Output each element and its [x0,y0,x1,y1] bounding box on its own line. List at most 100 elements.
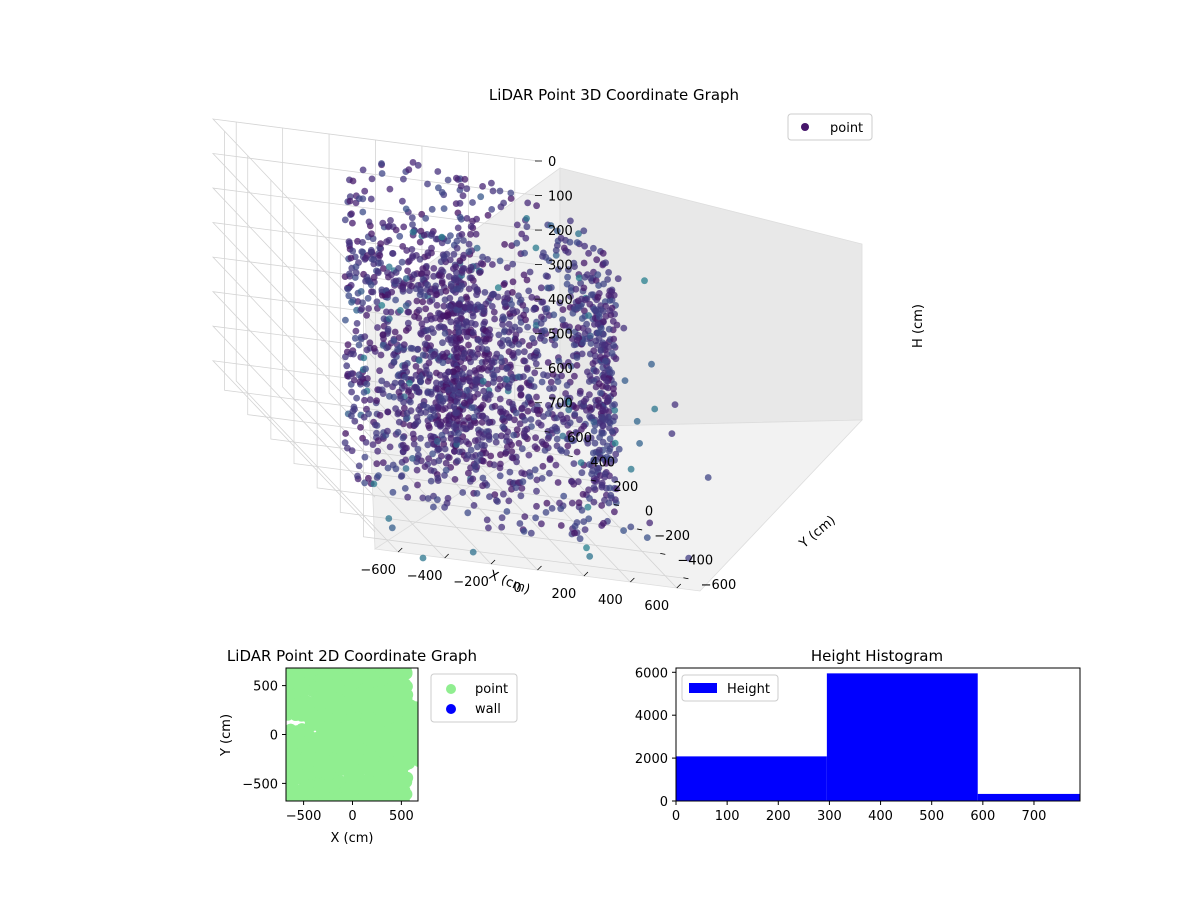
scatter3d-point [404,493,412,501]
scatter3d-point [359,208,367,216]
scatter3d-point [403,247,411,254]
scatter3d-point [509,306,517,314]
scatter3d-point [646,519,654,527]
scatter3d-point [444,422,452,430]
scatter3d-z-axis-label: H (cm) [911,304,926,348]
scatter3d-point [464,509,472,517]
scatter3d-point [513,239,521,247]
scatter3d-point [435,457,443,465]
scatter3d-point [523,425,531,433]
scatter3d-point [493,366,501,374]
histogram-title: Height Histogram [811,647,943,665]
scatter3d-point [373,298,381,306]
scatter3d-point [525,381,533,389]
scatter3d-point [357,424,364,431]
scatter3d-point [571,410,579,418]
scatter3d-point [430,412,438,419]
scatter2d-point [330,678,343,691]
scatter3d-point [421,463,429,470]
scatter3d-point [595,335,603,342]
scatter3d-point [420,231,428,239]
scatter3d-point [465,377,473,385]
scatter3d-point [549,370,557,378]
scatter3d-point [397,307,404,314]
scatter3d-point [541,327,549,334]
scatter3d-point [469,199,476,206]
scatter3d-point [485,524,492,532]
scatter3d-point [461,304,469,312]
scatter3d-y-tick-label: −400 [677,553,713,568]
scatter3d-point [476,451,484,459]
scatter3d-point [441,405,449,412]
scatter3d-point [349,247,357,255]
scatter3d-point [516,420,524,428]
scatter3d-point [402,205,410,213]
histogram-x-tick-label: 400 [868,809,893,824]
scatter3d-z-tick-label: 200 [548,224,573,239]
scatter3d-point [350,350,357,358]
scatter3d-point [574,478,582,486]
scatter3d-x-tick-mark [444,553,449,559]
scatter3d-point [577,459,585,466]
scatter3d-point [380,265,387,272]
scatter3d-point [469,329,477,336]
scatter3d-point [585,486,592,494]
scatter3d-point [432,235,440,243]
scatter3d-point [490,308,498,316]
scatter2d-point [295,709,308,722]
scatter3d-y-ticks: −600 −400 −2000 200 400 600 [544,430,736,593]
scatter3d-point [533,202,540,210]
scatter3d-point [486,493,493,500]
scatter3d-point [600,318,607,326]
scatter3d-point [553,435,561,443]
scatter3d-point [556,499,563,507]
scatter3d-point [481,318,489,326]
scatter3d-x-tick-mark [676,583,682,589]
scatter3d-point [521,416,529,424]
grid-line-y [339,253,666,555]
scatter3d-point [427,477,435,485]
scatter3d-point [537,320,545,327]
scatter2d-point [380,748,393,761]
scatter3d-point [442,416,450,424]
scatter3d-point [583,544,590,552]
scatter3d-point [549,393,556,401]
scatter2d-legend-marker-wall [446,704,456,714]
scatter3d-point [489,187,497,195]
scatter3d-point [584,503,592,511]
scatter3d-point [668,430,676,437]
scatter3d-point [593,256,601,264]
scatter3d-point [341,439,349,447]
scatter3d-x-tick-mark [630,577,635,583]
scatter3d-point [465,341,472,349]
scatter3d-point [409,228,417,236]
scatter3d-y-axis-label: Y (cm) [796,513,839,552]
histogram-legend-swatch [689,683,717,693]
scatter3d-point [348,388,355,396]
scatter3d-point [585,249,592,257]
scatter3d-point [401,364,409,372]
scatter3d-point [585,378,593,385]
scatter3d-point [424,441,432,449]
scatter3d-point [419,554,427,562]
grid-line-x [282,128,445,559]
scatter3d-point [500,490,507,498]
scatter3d-point [489,261,496,268]
scatter3d-point [522,234,530,242]
scatter3d-point [542,509,550,516]
scatter3d-point [433,291,441,298]
scatter3d-point [359,195,367,203]
scatter2d-point [408,721,418,734]
scatter3d-legend-box [787,113,873,141]
scatter3d-point [458,231,466,238]
scatter3d-point [469,312,477,320]
scatter3d-point [505,320,513,328]
scatter3d-point [515,439,523,447]
scatter3d-point [415,357,423,364]
scatter3d-point [509,373,517,381]
scatter3d-point [518,445,526,453]
scatter3d-point [356,378,364,386]
scatter3d-point [501,327,509,334]
scatter3d-chart: LiDAR Point 3D Coordinate Graph −600 −400… [211,86,926,614]
scatter3d-point [396,232,404,240]
